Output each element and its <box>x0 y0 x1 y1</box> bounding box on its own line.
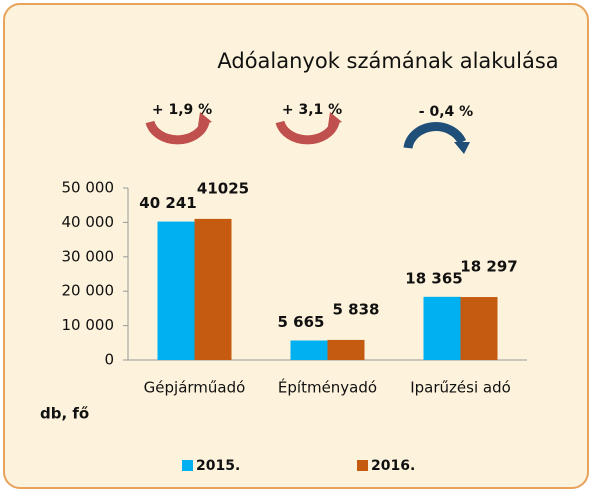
bar <box>460 297 498 360</box>
bar <box>194 218 232 360</box>
legend-label: 2015. <box>196 458 240 474</box>
data-label: 5 665 <box>278 313 325 331</box>
x-tick-label: Építményadó <box>278 378 377 397</box>
arrow-head <box>328 112 342 126</box>
arrow-icon <box>403 122 467 149</box>
data-label: 5 838 <box>333 300 380 318</box>
chart-title: Adóalanyok számának alakulása <box>217 49 558 73</box>
arrow-icon <box>275 120 340 145</box>
legend-swatch <box>357 460 368 471</box>
arrow-head <box>198 112 212 126</box>
background <box>3 3 589 489</box>
data-label: 18 365 <box>405 269 462 287</box>
bar <box>327 339 365 360</box>
y-tick-label: 40 000 <box>62 213 115 231</box>
annotation: + 1,9 % <box>152 102 212 118</box>
annotation: - 0,4 % <box>419 104 473 120</box>
bar <box>157 221 195 360</box>
x-tick-label: Iparűzési adó <box>410 379 511 397</box>
arrow-icon <box>145 120 210 145</box>
legend-swatch <box>182 460 193 471</box>
y-tick-label: 10 000 <box>62 316 115 334</box>
data-label: 41025 <box>197 179 249 197</box>
y-tick-label: 0 <box>104 351 114 369</box>
bar <box>423 296 461 360</box>
legend-label: 2016. <box>371 458 415 474</box>
x-tick-label: Gépjárműadó <box>144 379 246 397</box>
y-axis-label: db, fő <box>40 405 89 423</box>
annotation: + 3,1 % <box>282 102 342 118</box>
y-tick-label: 50 000 <box>62 179 115 197</box>
y-tick-label: 20 000 <box>62 282 115 300</box>
data-label: 18 297 <box>460 258 517 276</box>
y-tick-label: 30 000 <box>62 247 115 265</box>
bar <box>290 340 328 360</box>
data-label: 40 241 <box>139 194 196 212</box>
arrow-head <box>454 142 470 154</box>
